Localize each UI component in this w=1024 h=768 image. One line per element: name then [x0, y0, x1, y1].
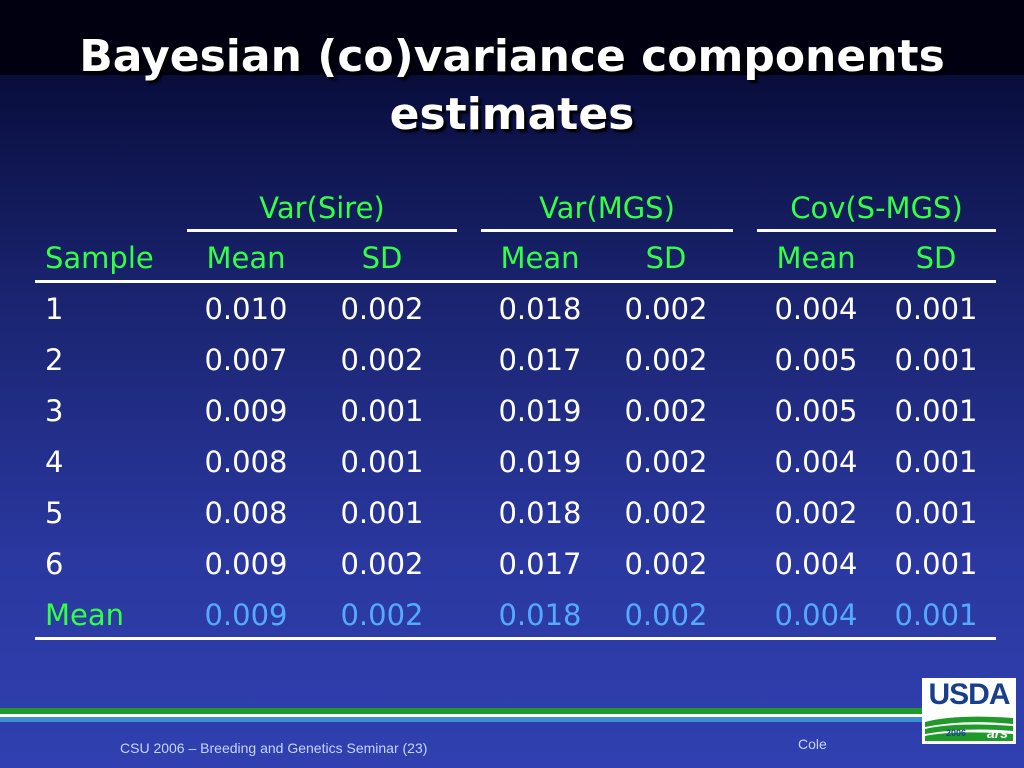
table-cell: 0.001 — [894, 445, 978, 479]
table-cell: 0.017 — [498, 547, 582, 581]
table-cell: 0.001 — [340, 394, 424, 428]
group-header-var-mgs: Var(MGS) — [539, 191, 675, 225]
group-header-cov-s-mgs: Cov(S-MGS) — [790, 191, 963, 225]
summary-cell: 0.002 — [624, 598, 708, 632]
column-header-sd-mgs: SD — [645, 241, 687, 275]
group-header-var-sire: Var(Sire) — [259, 191, 385, 225]
table-cell: 0.004 — [774, 445, 858, 479]
table-cell: 0.001 — [340, 445, 424, 479]
group-rule-cov-s-mgs — [757, 229, 996, 232]
column-header-mean-mgs: Mean — [500, 241, 580, 275]
table-cell-sample: 3 — [45, 394, 64, 428]
table-cell: 0.001 — [894, 547, 978, 581]
usda-logo: USDA ars 2006 — [922, 678, 1016, 744]
footer-seminar: CSU 2006 – Breeding and Genetics Seminar… — [120, 740, 428, 756]
table-cell: 0.001 — [340, 496, 424, 530]
table-cell: 0.002 — [340, 292, 424, 326]
table-cell: 0.001 — [894, 343, 978, 377]
table-cell: 0.002 — [624, 547, 708, 581]
column-header-sd-sire: SD — [361, 241, 403, 275]
column-header-sample: Sample — [45, 241, 154, 275]
table-cell: 0.018 — [498, 496, 582, 530]
table-cell: 0.004 — [774, 292, 858, 326]
table-cell: 0.002 — [774, 496, 858, 530]
table-cell: 0.005 — [774, 394, 858, 428]
table-cell: 0.002 — [340, 343, 424, 377]
table-cell: 0.009 — [204, 394, 288, 428]
usda-logo-year: 2006 — [946, 728, 967, 738]
footer-stripe-white — [0, 714, 922, 717]
slide-title-line-1: Bayesian (co)variance components — [79, 31, 945, 82]
table-cell: 0.005 — [774, 343, 858, 377]
table-cell: 0.001 — [894, 496, 978, 530]
column-header-mean-cov: Mean — [776, 241, 856, 275]
summary-cell: 0.009 — [204, 598, 288, 632]
table-cell: 0.002 — [624, 496, 708, 530]
group-rule-var-sire — [187, 229, 457, 232]
svg-text:ars: ars — [987, 725, 1008, 741]
summary-cell: 0.001 — [894, 598, 978, 632]
table-cell: 0.001 — [894, 394, 978, 428]
table-cell-sample: 6 — [45, 547, 64, 581]
table-cell-sample: 4 — [45, 445, 64, 479]
table-cell: 0.004 — [774, 547, 858, 581]
table-cell: 0.007 — [204, 343, 288, 377]
table-cell: 0.001 — [894, 292, 978, 326]
table-cell: 0.009 — [204, 547, 288, 581]
table-cell: 0.017 — [498, 343, 582, 377]
slide-title-line-2: estimates — [389, 89, 635, 140]
column-header-mean-sire: Mean — [206, 241, 286, 275]
slide-title: Bayesian (co)variance components estimat… — [0, 28, 1024, 144]
footer-stripe-green — [0, 708, 922, 714]
usda-swoosh-icon: ars — [925, 716, 1013, 741]
summary-cell: 0.018 — [498, 598, 582, 632]
title-band — [0, 0, 1024, 75]
column-header-sd-cov: SD — [915, 241, 957, 275]
table-cell: 0.018 — [498, 292, 582, 326]
table-cell: 0.002 — [624, 292, 708, 326]
table-cell: 0.008 — [204, 445, 288, 479]
table-cell-sample: 1 — [45, 292, 64, 326]
table-cell: 0.002 — [340, 547, 424, 581]
footer-author: Cole — [798, 736, 827, 752]
summary-row-label: Mean — [45, 598, 125, 632]
table-cell-sample: 2 — [45, 343, 64, 377]
table-cell: 0.002 — [624, 445, 708, 479]
footer-stripe-blue — [0, 717, 922, 722]
group-rule-var-mgs — [481, 229, 733, 232]
bottom-rule — [35, 637, 996, 640]
table-cell: 0.002 — [624, 394, 708, 428]
header-rule — [35, 280, 996, 283]
summary-cell: 0.004 — [774, 598, 858, 632]
table-cell: 0.010 — [204, 292, 288, 326]
usda-logo-text: USDA — [928, 678, 1010, 711]
summary-cell: 0.002 — [340, 598, 424, 632]
table-cell: 0.008 — [204, 496, 288, 530]
table-cell: 0.002 — [624, 343, 708, 377]
table-cell: 0.019 — [498, 445, 582, 479]
table-cell-sample: 5 — [45, 496, 64, 530]
table-cell: 0.019 — [498, 394, 582, 428]
